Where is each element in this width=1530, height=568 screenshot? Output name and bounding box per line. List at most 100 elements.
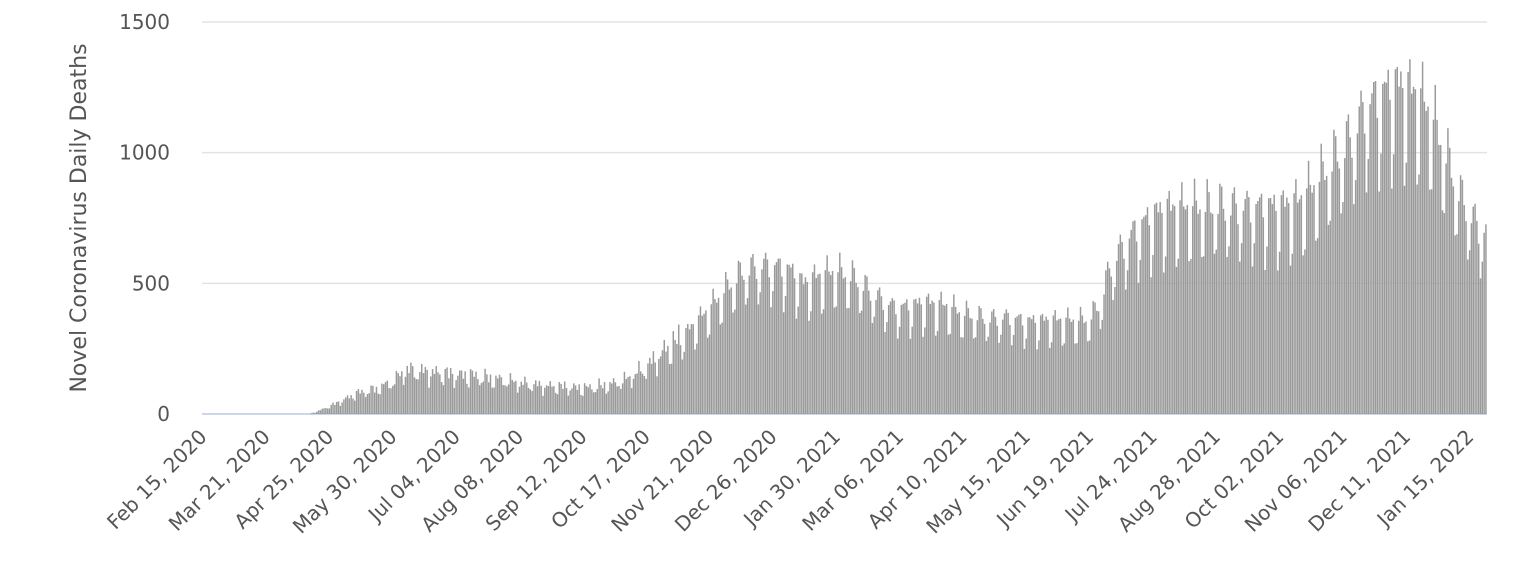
daily-death-bar [1115,260,1118,414]
daily-death-bar [386,380,389,414]
daily-death-bar [1233,187,1236,414]
daily-death-bar [645,378,647,414]
daily-death-bar [947,334,950,414]
daily-death-bar [871,323,874,414]
daily-death-bar [1166,198,1169,414]
daily-death-bar [1141,219,1143,414]
daily-death-bar [335,401,338,414]
daily-death-bar [464,371,466,414]
daily-death-bar [1132,221,1134,414]
daily-death-bar [373,392,376,414]
daily-death-bar [1199,209,1201,414]
daily-death-bar [1356,133,1359,415]
daily-death-bar [784,295,787,414]
daily-death-bar [1231,193,1234,414]
daily-death-bar [913,299,915,414]
daily-death-bar [372,385,374,414]
daily-death-bar [1083,322,1085,414]
daily-death-bar [931,300,933,414]
daily-death-bar [1137,282,1140,414]
daily-death-bar [440,382,443,414]
daily-death-bar [618,386,620,414]
daily-death-bar [877,290,879,414]
daily-death-bar [1430,189,1433,414]
daily-death-bar [980,308,982,414]
daily-death-bar [525,382,528,414]
daily-death-bar [817,274,819,414]
daily-death-bar [1340,213,1342,414]
daily-death-bar [1315,240,1317,414]
daily-death-bar [887,305,890,414]
daily-death-bar [1032,315,1035,414]
daily-death-bar [658,359,660,414]
daily-death-bar [1427,106,1429,414]
daily-death-bar [683,351,685,414]
daily-death-bar [411,366,414,414]
daily-death-bar [475,371,477,414]
daily-death-bar [692,324,694,414]
daily-death-bar [435,366,437,414]
daily-death-bar [614,382,617,414]
daily-death-bar [542,395,544,414]
daily-death-bar [1477,243,1480,414]
daily-death-bar [886,322,888,414]
daily-death-bar [406,365,408,414]
daily-death-bar [858,313,861,414]
daily-death-bar [1058,319,1060,414]
daily-death-bar [1152,254,1154,414]
daily-death-bar [822,309,825,414]
daily-death-bar [623,371,626,414]
daily-death-bar [1293,193,1295,414]
daily-death-bar [830,275,832,414]
daily-death-bar [873,316,875,414]
daily-death-bar [1191,206,1194,414]
daily-death-bar [471,370,474,414]
daily-death-bar [504,385,506,414]
daily-death-bar [1052,315,1055,414]
daily-death-bar [343,399,345,414]
daily-death-bar [1450,177,1453,414]
daily-death-bar [1126,270,1129,414]
daily-death-bar [500,377,503,414]
daily-death-bar [639,371,642,414]
daily-death-bar [576,389,579,414]
daily-death-bar [1121,241,1123,414]
daily-death-bar [985,340,988,414]
daily-death-bar [786,264,789,414]
daily-death-bar [813,264,816,414]
daily-death-bar [668,364,671,414]
daily-death-bar [716,302,718,414]
daily-death-bar [1385,82,1388,414]
daily-death-bar [746,298,749,414]
daily-death-bar [600,385,602,414]
daily-death-bar [491,387,494,414]
daily-death-bar [384,382,387,414]
daily-death-bar [1383,81,1386,415]
daily-death-bar [654,362,656,414]
daily-death-bar [663,339,665,414]
daily-death-bar [1280,195,1283,414]
daily-death-bar [820,313,823,414]
daily-death-bar [629,376,631,414]
daily-death-bar [1087,341,1089,414]
daily-death-bar [1465,221,1467,414]
daily-death-bar [974,337,977,414]
daily-death-bar [904,302,906,414]
daily-death-bar [811,272,814,414]
daily-death-bar [395,370,398,414]
daily-death-bar [348,398,351,414]
daily-death-bar [1235,203,1237,414]
daily-death-bar [1094,302,1096,414]
daily-death-bar [1284,206,1286,414]
daily-death-bar [460,370,463,414]
daily-death-bar [895,314,897,414]
daily-death-bar [878,287,881,414]
daily-death-bar [1070,321,1073,414]
daily-death-bar [567,395,570,414]
daily-death-bar [701,315,703,414]
daily-death-bar [493,387,495,414]
daily-death-bar [585,385,588,414]
daily-death-bar [506,386,508,414]
daily-death-bar [1018,314,1020,414]
daily-death-bar [795,318,798,414]
